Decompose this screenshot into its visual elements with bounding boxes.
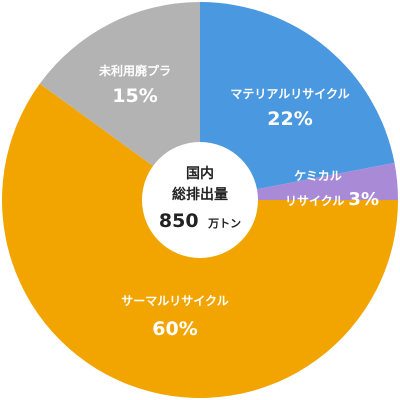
slice-label-1-line-0: ケミカル xyxy=(294,169,342,183)
slice-label-group-0: マテリアルリサイクル 22% xyxy=(230,87,349,130)
slice-percent-2: 60% xyxy=(152,318,197,340)
center-line2: 総排出量 xyxy=(172,186,228,203)
center-hole xyxy=(142,142,258,258)
slice-label-group-3: 未利用廃プラ 15% xyxy=(98,63,171,107)
slice-label-2-line-0: サーマルリサイクル xyxy=(121,294,228,308)
slice-label-0-line-0: マテリアルリサイクル xyxy=(230,87,349,101)
slice-label-group-2: サーマルリサイクル 60% xyxy=(121,294,228,340)
slice-label-3-line-0: 未利用廃プラ xyxy=(98,63,171,78)
center-line1: 国内 xyxy=(186,165,214,182)
center-total: 850 万トン xyxy=(159,210,241,232)
slice-label-1-line-1-text: リサイクル xyxy=(285,194,344,208)
slice-label-1-line-1: リサイクル 3% xyxy=(285,189,379,210)
slice-percent-1: 3% xyxy=(348,189,379,210)
center-total-value: 850 xyxy=(159,210,199,232)
slice-percent-3: 15% xyxy=(112,85,157,107)
slice-percent-0: 22% xyxy=(267,108,312,130)
pie-slice-0 xyxy=(200,2,395,200)
center-total-unit: 万トン xyxy=(207,217,241,230)
pie-slice-3 xyxy=(39,2,200,200)
